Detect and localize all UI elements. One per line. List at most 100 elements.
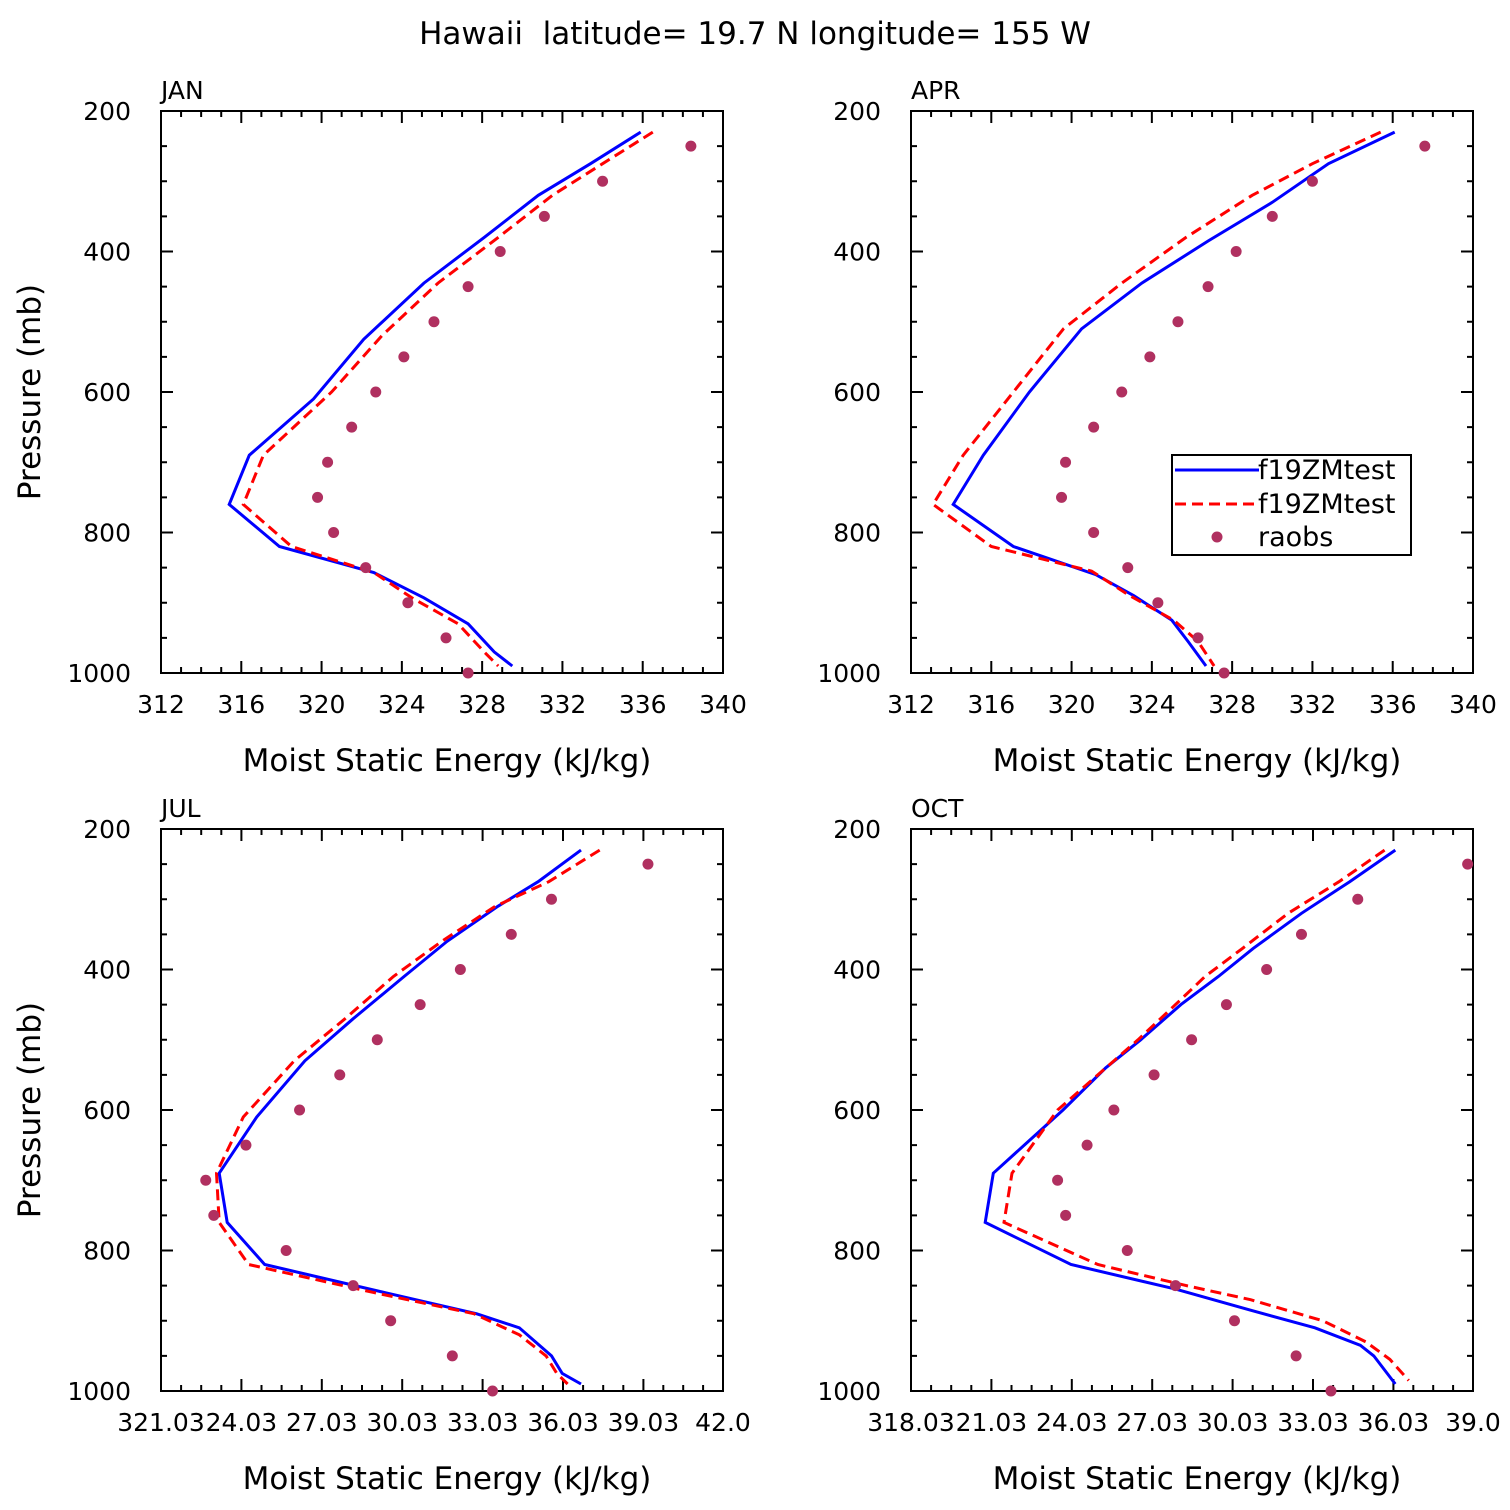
y-tick-label: 800 [833,1237,881,1266]
y-tick-label: 600 [833,1096,881,1125]
panel-jan: 312 316 320 324 328 332 336 340 200 400 600 800 1000… [12,76,747,779]
y-tick-label: 600 [833,378,881,407]
series-line-dashed [214,848,601,1386]
raobs-point [240,1139,252,1151]
raobs-point [328,527,340,538]
panel-apr: 312 316 320 324 328 332 336 340 200 400 600 800 1000… [817,76,1496,779]
y-tick-label: 400 [83,238,131,267]
raobs-point [446,1350,458,1362]
raobs-point [1295,928,1307,940]
raobs-point [360,562,372,574]
raobs-point [462,667,474,679]
x-tick-label: 328 [1208,690,1256,719]
raobs-point [440,632,452,644]
y-tick-label: 1000 [67,659,131,688]
y-tick-label: 200 [83,815,131,844]
x-tick-label: 24.03 [1036,1408,1108,1437]
series-line-dashed [241,130,654,668]
raobs-point [1108,1104,1120,1116]
raobs-point [1462,858,1474,870]
x-tick-label: 33.03 [447,1408,519,1437]
x-tick-label: 27.03 [1116,1408,1188,1437]
raobs-point [1419,140,1431,152]
y-tick-label: 800 [83,519,131,548]
y-tick-label: 400 [83,956,131,985]
raobs-point [280,1245,292,1256]
y-tick-label: 800 [833,519,881,548]
y-axis-label: Pressure (mb) [12,1002,48,1218]
x-tick-label: 316 [217,690,265,719]
x-tick-label: 320 [1048,690,1096,719]
x-tick-label: 39.0 [1445,1408,1501,1437]
raobs-point [538,210,550,222]
raobs-point [1261,964,1273,975]
raobs-point [371,1034,383,1046]
y-tick-label: 600 [83,378,131,407]
raobs-point [1116,386,1128,398]
raobs-point [428,316,440,328]
x-tick-label: 33.03 [1277,1408,1349,1437]
x-tick-label: 320 [298,690,346,719]
y-axis-label: Pressure (mb) [12,284,48,500]
raobs-point [200,1174,212,1186]
raobs-point [385,1315,397,1327]
x-tick-label: 316 [967,690,1015,719]
series-line-solid [951,130,1396,667]
panel-label: JAN [159,76,204,105]
x-axis-label: Moist Static Energy (kJ/kg) [243,1461,652,1497]
figure-title: Hawaii latitude= 19.7 N longitude= 155 W [419,16,1091,52]
y-tick-label: 200 [833,815,881,844]
x-tick-label: 318.03 [867,1408,954,1437]
plot-frame [910,110,1474,674]
x-tick-label: 30.03 [1197,1408,1269,1437]
y-tick-label: 800 [83,1237,131,1266]
panel-jul: 321.03 24.03 27.03 30.03 33.03 36.03 39.03 42.0… [12,794,751,1497]
raobs-point [402,597,414,609]
raobs-point [1218,667,1230,679]
x-tick-label: 324 [1128,690,1176,719]
raobs-point [1148,1069,1160,1081]
raobs-point [312,491,324,503]
x-tick-label: 324 [378,690,426,719]
plot-frame [160,110,724,674]
raobs-point [1088,421,1100,433]
y-tick-label: 400 [833,956,881,985]
raobs-point [1352,893,1364,905]
raobs-point [1202,281,1214,293]
x-tick-label: 332 [1289,690,1337,719]
raobs-point [347,1280,359,1292]
raobs-point [414,999,426,1011]
raobs-point [1266,210,1278,222]
y-tick-label: 600 [83,1096,131,1125]
raobs-point [1290,1350,1302,1362]
raobs-point [1052,1174,1064,1186]
panels: 312 316 320 324 328 332 336 340 200 400 600 800 1000… [12,76,1501,1497]
x-axis-label: Moist Static Energy (kJ/kg) [243,743,652,779]
series-line-solid [983,848,1397,1385]
series-line-solid [217,848,582,1386]
y-tick-label: 1000 [817,659,881,688]
raobs-point [370,386,382,398]
x-tick-label: 340 [699,690,747,719]
legend-label: raobs [1258,522,1333,553]
x-tick-label: 336 [1369,690,1417,719]
raobs-point [1152,597,1164,609]
series-line-dashed [1002,848,1410,1382]
raobs-point [1081,1139,1093,1151]
raobs-point [1306,175,1318,187]
raobs-point [1230,246,1242,257]
panel-oct: 318.03 21.03 24.03 27.03 30.03 33.03 36.03 39.0… [817,794,1500,1497]
raobs-point [1122,562,1134,574]
plot-frame [910,828,1474,1392]
y-tick-label: 200 [83,97,131,126]
raobs-point [1056,491,1068,503]
raobs-point [1144,351,1156,363]
raobs-point [597,175,609,187]
series-line-solid [227,130,642,668]
raobs-point [642,858,654,870]
legend-label: f19ZMtest [1258,455,1396,486]
x-tick-label: 321.03 [117,1408,204,1437]
panel-label: APR [911,76,961,105]
raobs-point [545,893,557,905]
